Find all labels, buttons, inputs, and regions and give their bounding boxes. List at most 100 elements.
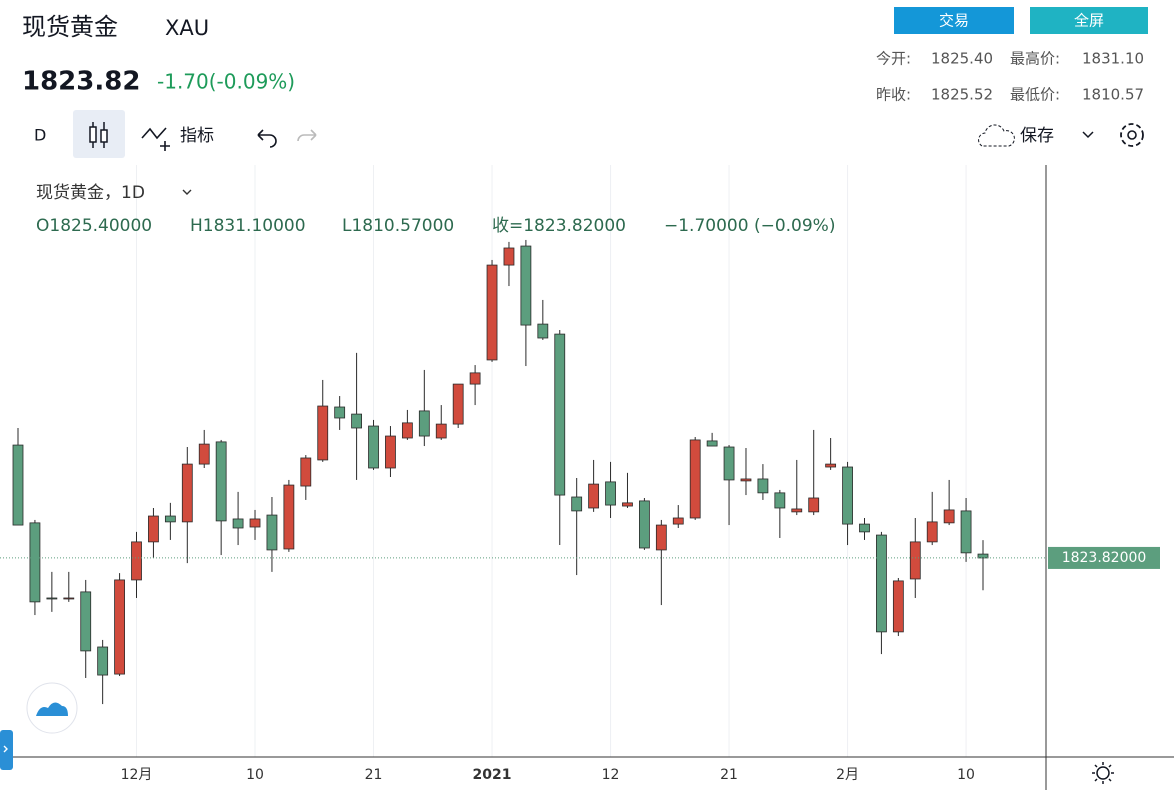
legend-low: L1810.57000	[342, 216, 454, 236]
candle-body	[198, 443, 210, 465]
candle-body	[401, 422, 413, 439]
candle-body	[977, 553, 989, 559]
candle-body	[842, 466, 853, 525]
stat-label: 最高价:	[1010, 50, 1060, 68]
candle-body	[46, 597, 58, 600]
candle-body	[249, 518, 261, 528]
candle-body	[181, 463, 193, 523]
price-change: -1.70(-0.09%)	[157, 70, 295, 94]
candle-body	[164, 515, 176, 523]
candle-body	[232, 518, 244, 529]
legend-chevron[interactable]	[182, 189, 192, 195]
settings-icon[interactable]	[1120, 123, 1144, 147]
x-tick-label: 21	[720, 767, 738, 783]
candle-body	[943, 509, 955, 524]
legend-change: −1.70000 (−0.09%)	[664, 216, 835, 236]
indicator-icon[interactable]	[141, 127, 170, 151]
candle-body	[114, 579, 125, 675]
candle-body	[757, 478, 769, 494]
candle-body	[368, 425, 379, 469]
save-button[interactable]: 保存	[1020, 126, 1054, 146]
candle-body	[571, 496, 583, 512]
candle-body	[63, 597, 75, 600]
indicators-button[interactable]: 指标	[180, 126, 214, 146]
candle-body	[537, 323, 549, 339]
candle-body	[859, 523, 870, 533]
cloud-icon	[978, 124, 1015, 147]
fullscreen-button-label[interactable]: 全屏	[1074, 12, 1104, 30]
candle-body	[791, 508, 803, 513]
candle-body	[215, 441, 227, 522]
legend-open: O1825.40000	[36, 216, 152, 236]
legend-close: 收=1823.82000	[492, 216, 626, 236]
candle-body	[80, 591, 92, 652]
candle-body	[622, 502, 633, 507]
trade-button-label[interactable]: 交易	[939, 12, 969, 30]
candle-body	[655, 524, 667, 551]
interval-button[interactable]: D	[34, 126, 46, 145]
redo-icon[interactable]	[297, 129, 317, 142]
candle-body	[672, 517, 684, 525]
candle-body	[29, 522, 41, 603]
candle-body	[723, 446, 735, 481]
stat-value: 1825.40	[931, 50, 993, 68]
x-tick-label: 12月	[121, 767, 153, 783]
symbol-code: XAU	[165, 16, 209, 40]
x-tick-label: 2021	[473, 767, 512, 783]
legend-high: H1831.10000	[190, 216, 306, 236]
candle-body	[385, 435, 396, 469]
plot-area: 12月 10 21 2021 12 21 2月 10	[0, 165, 1046, 783]
last-price-label: 1823.82000	[1062, 550, 1147, 566]
side-panel-arrow[interactable]	[3, 745, 8, 753]
candle-body	[588, 483, 600, 509]
candle-body	[520, 245, 532, 326]
candle-body	[435, 423, 447, 439]
stat-value: 1831.10	[1082, 50, 1144, 68]
candle-body	[740, 478, 752, 482]
candle-body	[283, 484, 295, 550]
candle-body	[689, 439, 701, 519]
candle-body	[452, 383, 464, 425]
candle-body	[808, 497, 820, 513]
candle-body	[148, 515, 159, 543]
candle-body	[926, 521, 938, 543]
stat-value: 1810.57	[1082, 86, 1144, 104]
axis-settings-icon[interactable]	[1092, 762, 1114, 784]
candle-body	[774, 492, 786, 509]
candle-body	[503, 247, 515, 266]
stat-value: 1825.52	[931, 86, 993, 104]
candle-icon	[89, 122, 108, 148]
candle-body	[266, 514, 278, 551]
candle-body	[706, 440, 718, 447]
logo-icon	[36, 702, 68, 716]
candle-body	[605, 481, 616, 506]
legend-title: 现货黄金，1D	[36, 183, 145, 203]
candle-body	[469, 372, 481, 385]
candle-body	[131, 541, 142, 581]
candle-body	[97, 646, 109, 676]
candle-body	[876, 534, 887, 633]
candle-body	[892, 580, 904, 633]
candle-body	[825, 463, 837, 468]
last-price: 1823.82	[22, 67, 140, 97]
stat-label: 今开:	[876, 50, 911, 68]
candle-body	[300, 457, 312, 487]
candle-type-button[interactable]	[73, 110, 125, 158]
candle-body	[909, 541, 921, 580]
candle-body	[486, 264, 498, 361]
candle-body	[960, 510, 972, 554]
x-tick-label: 10	[957, 767, 975, 783]
candle-body	[639, 500, 650, 549]
x-tick-label: 2月	[836, 767, 859, 783]
fullscreen-button[interactable]	[1030, 7, 1148, 34]
stat-label: 最低价:	[1010, 86, 1060, 104]
candle-body	[351, 413, 362, 429]
candle-body	[317, 405, 329, 461]
trade-button[interactable]	[894, 7, 1014, 34]
save-menu-chevron[interactable]	[1082, 131, 1094, 139]
undo-icon[interactable]	[257, 129, 277, 148]
candle-body	[12, 444, 24, 526]
last-price-tag	[1048, 546, 1160, 569]
candle-body	[554, 333, 566, 496]
